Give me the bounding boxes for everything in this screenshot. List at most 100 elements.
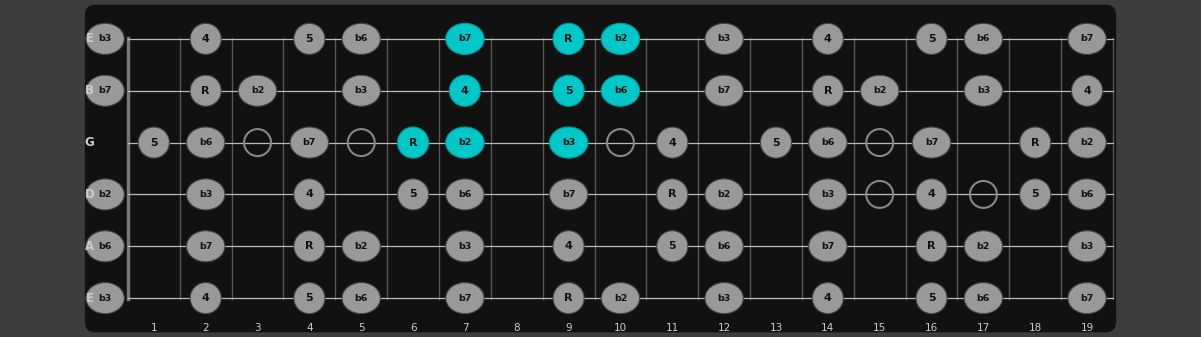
Ellipse shape — [657, 179, 688, 210]
Text: b3: b3 — [98, 294, 112, 303]
Text: b6: b6 — [98, 242, 112, 251]
Ellipse shape — [602, 282, 640, 314]
Ellipse shape — [964, 75, 1003, 106]
Ellipse shape — [449, 75, 480, 106]
Text: 4: 4 — [824, 293, 832, 303]
Ellipse shape — [1068, 23, 1106, 55]
Text: b3: b3 — [98, 34, 112, 43]
Ellipse shape — [294, 23, 325, 55]
Text: b6: b6 — [459, 190, 472, 199]
Text: b3: b3 — [717, 34, 730, 43]
Ellipse shape — [812, 23, 843, 55]
Text: 10: 10 — [614, 323, 627, 333]
Text: 6: 6 — [410, 323, 417, 333]
Text: 5: 5 — [358, 323, 365, 333]
Text: b6: b6 — [717, 242, 731, 251]
Ellipse shape — [186, 179, 225, 210]
Ellipse shape — [1071, 75, 1103, 106]
Ellipse shape — [860, 75, 898, 106]
Text: R: R — [824, 86, 832, 96]
Text: b2: b2 — [873, 86, 886, 95]
Ellipse shape — [549, 127, 587, 158]
Text: 8: 8 — [514, 323, 520, 333]
Text: b7: b7 — [459, 294, 472, 303]
Text: b7: b7 — [562, 190, 575, 199]
Text: 5: 5 — [150, 137, 157, 148]
Text: 4: 4 — [202, 293, 210, 303]
Ellipse shape — [916, 23, 948, 55]
Ellipse shape — [705, 231, 743, 262]
Text: b3: b3 — [199, 190, 213, 199]
Text: b2: b2 — [98, 190, 112, 199]
Ellipse shape — [1020, 179, 1051, 210]
Text: 1: 1 — [150, 323, 157, 333]
Ellipse shape — [446, 231, 484, 262]
Ellipse shape — [964, 23, 1003, 55]
Text: b6: b6 — [354, 34, 368, 43]
Text: b2: b2 — [459, 138, 472, 147]
Ellipse shape — [1020, 127, 1051, 158]
Text: 5: 5 — [927, 34, 936, 44]
Text: R: R — [1030, 137, 1040, 148]
Text: R: R — [564, 34, 573, 44]
Ellipse shape — [705, 75, 743, 106]
Text: 5: 5 — [927, 293, 936, 303]
Text: 9: 9 — [566, 323, 572, 333]
Ellipse shape — [916, 282, 948, 314]
Text: b2: b2 — [251, 86, 264, 95]
Ellipse shape — [812, 75, 843, 106]
Ellipse shape — [446, 127, 484, 158]
Text: b2: b2 — [1081, 138, 1094, 147]
Text: b6: b6 — [976, 294, 990, 303]
Text: 13: 13 — [770, 323, 783, 333]
Ellipse shape — [554, 231, 584, 262]
Ellipse shape — [190, 23, 221, 55]
Ellipse shape — [705, 23, 743, 55]
Text: b7: b7 — [1081, 34, 1094, 43]
Text: R: R — [202, 86, 210, 96]
Text: b7: b7 — [925, 138, 938, 147]
Text: 5: 5 — [410, 189, 417, 200]
Ellipse shape — [86, 75, 124, 106]
Ellipse shape — [186, 127, 225, 158]
Text: 4: 4 — [305, 189, 313, 200]
Ellipse shape — [1068, 231, 1106, 262]
Text: b2: b2 — [717, 190, 731, 199]
Ellipse shape — [446, 23, 484, 55]
Text: 4: 4 — [824, 34, 832, 44]
Ellipse shape — [86, 23, 124, 55]
Text: 19: 19 — [1081, 323, 1094, 333]
Text: b6: b6 — [821, 138, 835, 147]
Text: 4: 4 — [1083, 86, 1091, 96]
Ellipse shape — [554, 282, 584, 314]
Text: R: R — [408, 137, 417, 148]
Text: b6: b6 — [976, 34, 990, 43]
Ellipse shape — [86, 282, 124, 314]
Ellipse shape — [602, 75, 640, 106]
Text: b6: b6 — [1081, 190, 1094, 199]
Ellipse shape — [1068, 282, 1106, 314]
Text: b2: b2 — [354, 242, 368, 251]
Text: b7: b7 — [199, 242, 213, 251]
Text: 12: 12 — [717, 323, 730, 333]
Ellipse shape — [657, 231, 688, 262]
Text: 5: 5 — [305, 293, 313, 303]
Text: b7: b7 — [303, 138, 316, 147]
Ellipse shape — [916, 231, 948, 262]
Ellipse shape — [808, 179, 847, 210]
Ellipse shape — [812, 282, 843, 314]
Text: b3: b3 — [717, 294, 730, 303]
Ellipse shape — [549, 179, 587, 210]
Ellipse shape — [1068, 127, 1106, 158]
Text: 11: 11 — [665, 323, 679, 333]
Text: 5: 5 — [305, 34, 313, 44]
Ellipse shape — [1068, 179, 1106, 210]
Ellipse shape — [964, 231, 1003, 262]
Ellipse shape — [705, 282, 743, 314]
Ellipse shape — [186, 231, 225, 262]
Text: 4: 4 — [669, 137, 676, 148]
Ellipse shape — [294, 179, 325, 210]
Text: D: D — [85, 188, 95, 201]
Ellipse shape — [238, 75, 276, 106]
Text: 17: 17 — [976, 323, 990, 333]
